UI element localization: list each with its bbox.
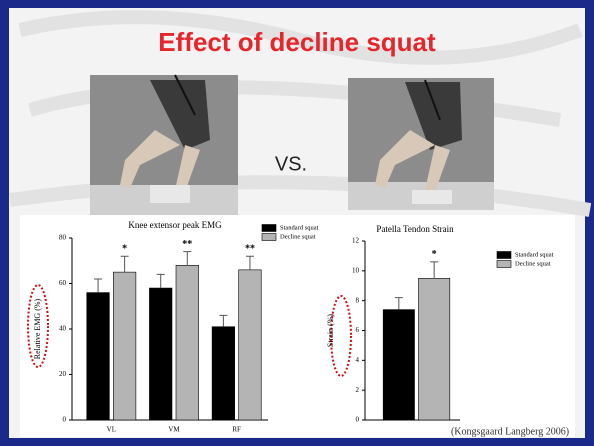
legend-label: Decline squat [515, 260, 551, 267]
y-tick-label: 12 [352, 237, 360, 245]
bar [176, 265, 199, 420]
legend-swatch [497, 252, 511, 259]
legend-label: Standard squat [280, 224, 319, 231]
photo-right [348, 78, 494, 210]
y-tick-label: 6 [356, 326, 360, 334]
bar [212, 327, 235, 420]
y-tick-label: 40 [59, 325, 67, 333]
y-tick-label: 10 [352, 266, 360, 274]
legend-swatch [262, 225, 276, 232]
x-tick-label: VM [168, 426, 180, 434]
y-axis-label: Relative EMG (%) [33, 298, 42, 359]
legend-swatch [262, 234, 276, 241]
y-tick-label: 2 [356, 386, 360, 394]
y-axis-label: Strain (%) [326, 314, 335, 347]
bar [149, 288, 172, 420]
y-tick-label: 60 [59, 279, 67, 287]
legend-label: Standard squat [515, 251, 554, 258]
y-tick-label: 0 [356, 416, 360, 424]
photo-left [90, 75, 238, 215]
x-tick-label: RF [232, 426, 241, 434]
x-tick-label: VL [107, 426, 116, 434]
chart-title: Knee extensor peak EMG [128, 220, 222, 230]
bar [87, 293, 110, 420]
bar [113, 272, 136, 420]
significance-label: * [122, 243, 127, 254]
significance-label: ** [245, 243, 255, 254]
legend-label: Decline squat [280, 233, 316, 240]
bar [419, 278, 450, 420]
slide: Effect of decline squat VS. (Kongsgaard … [0, 0, 594, 446]
chart-title: Patella Tendon Strain [376, 224, 454, 234]
bar [239, 270, 262, 420]
y-tick-label: 8 [356, 296, 360, 304]
citation: (Kongsgaard Langberg 2006) [451, 426, 569, 437]
y-tick-label: 4 [356, 356, 360, 364]
y-tick-label: 20 [59, 370, 67, 378]
legend-swatch [497, 261, 511, 268]
bar [383, 310, 414, 420]
vs-label: VS. [275, 153, 307, 175]
y-tick-label: 0 [63, 416, 67, 424]
slide-title: Effect of decline squat [158, 27, 436, 57]
y-tick-label: 80 [59, 234, 67, 242]
significance-label: * [432, 249, 437, 260]
significance-label: ** [182, 239, 192, 250]
